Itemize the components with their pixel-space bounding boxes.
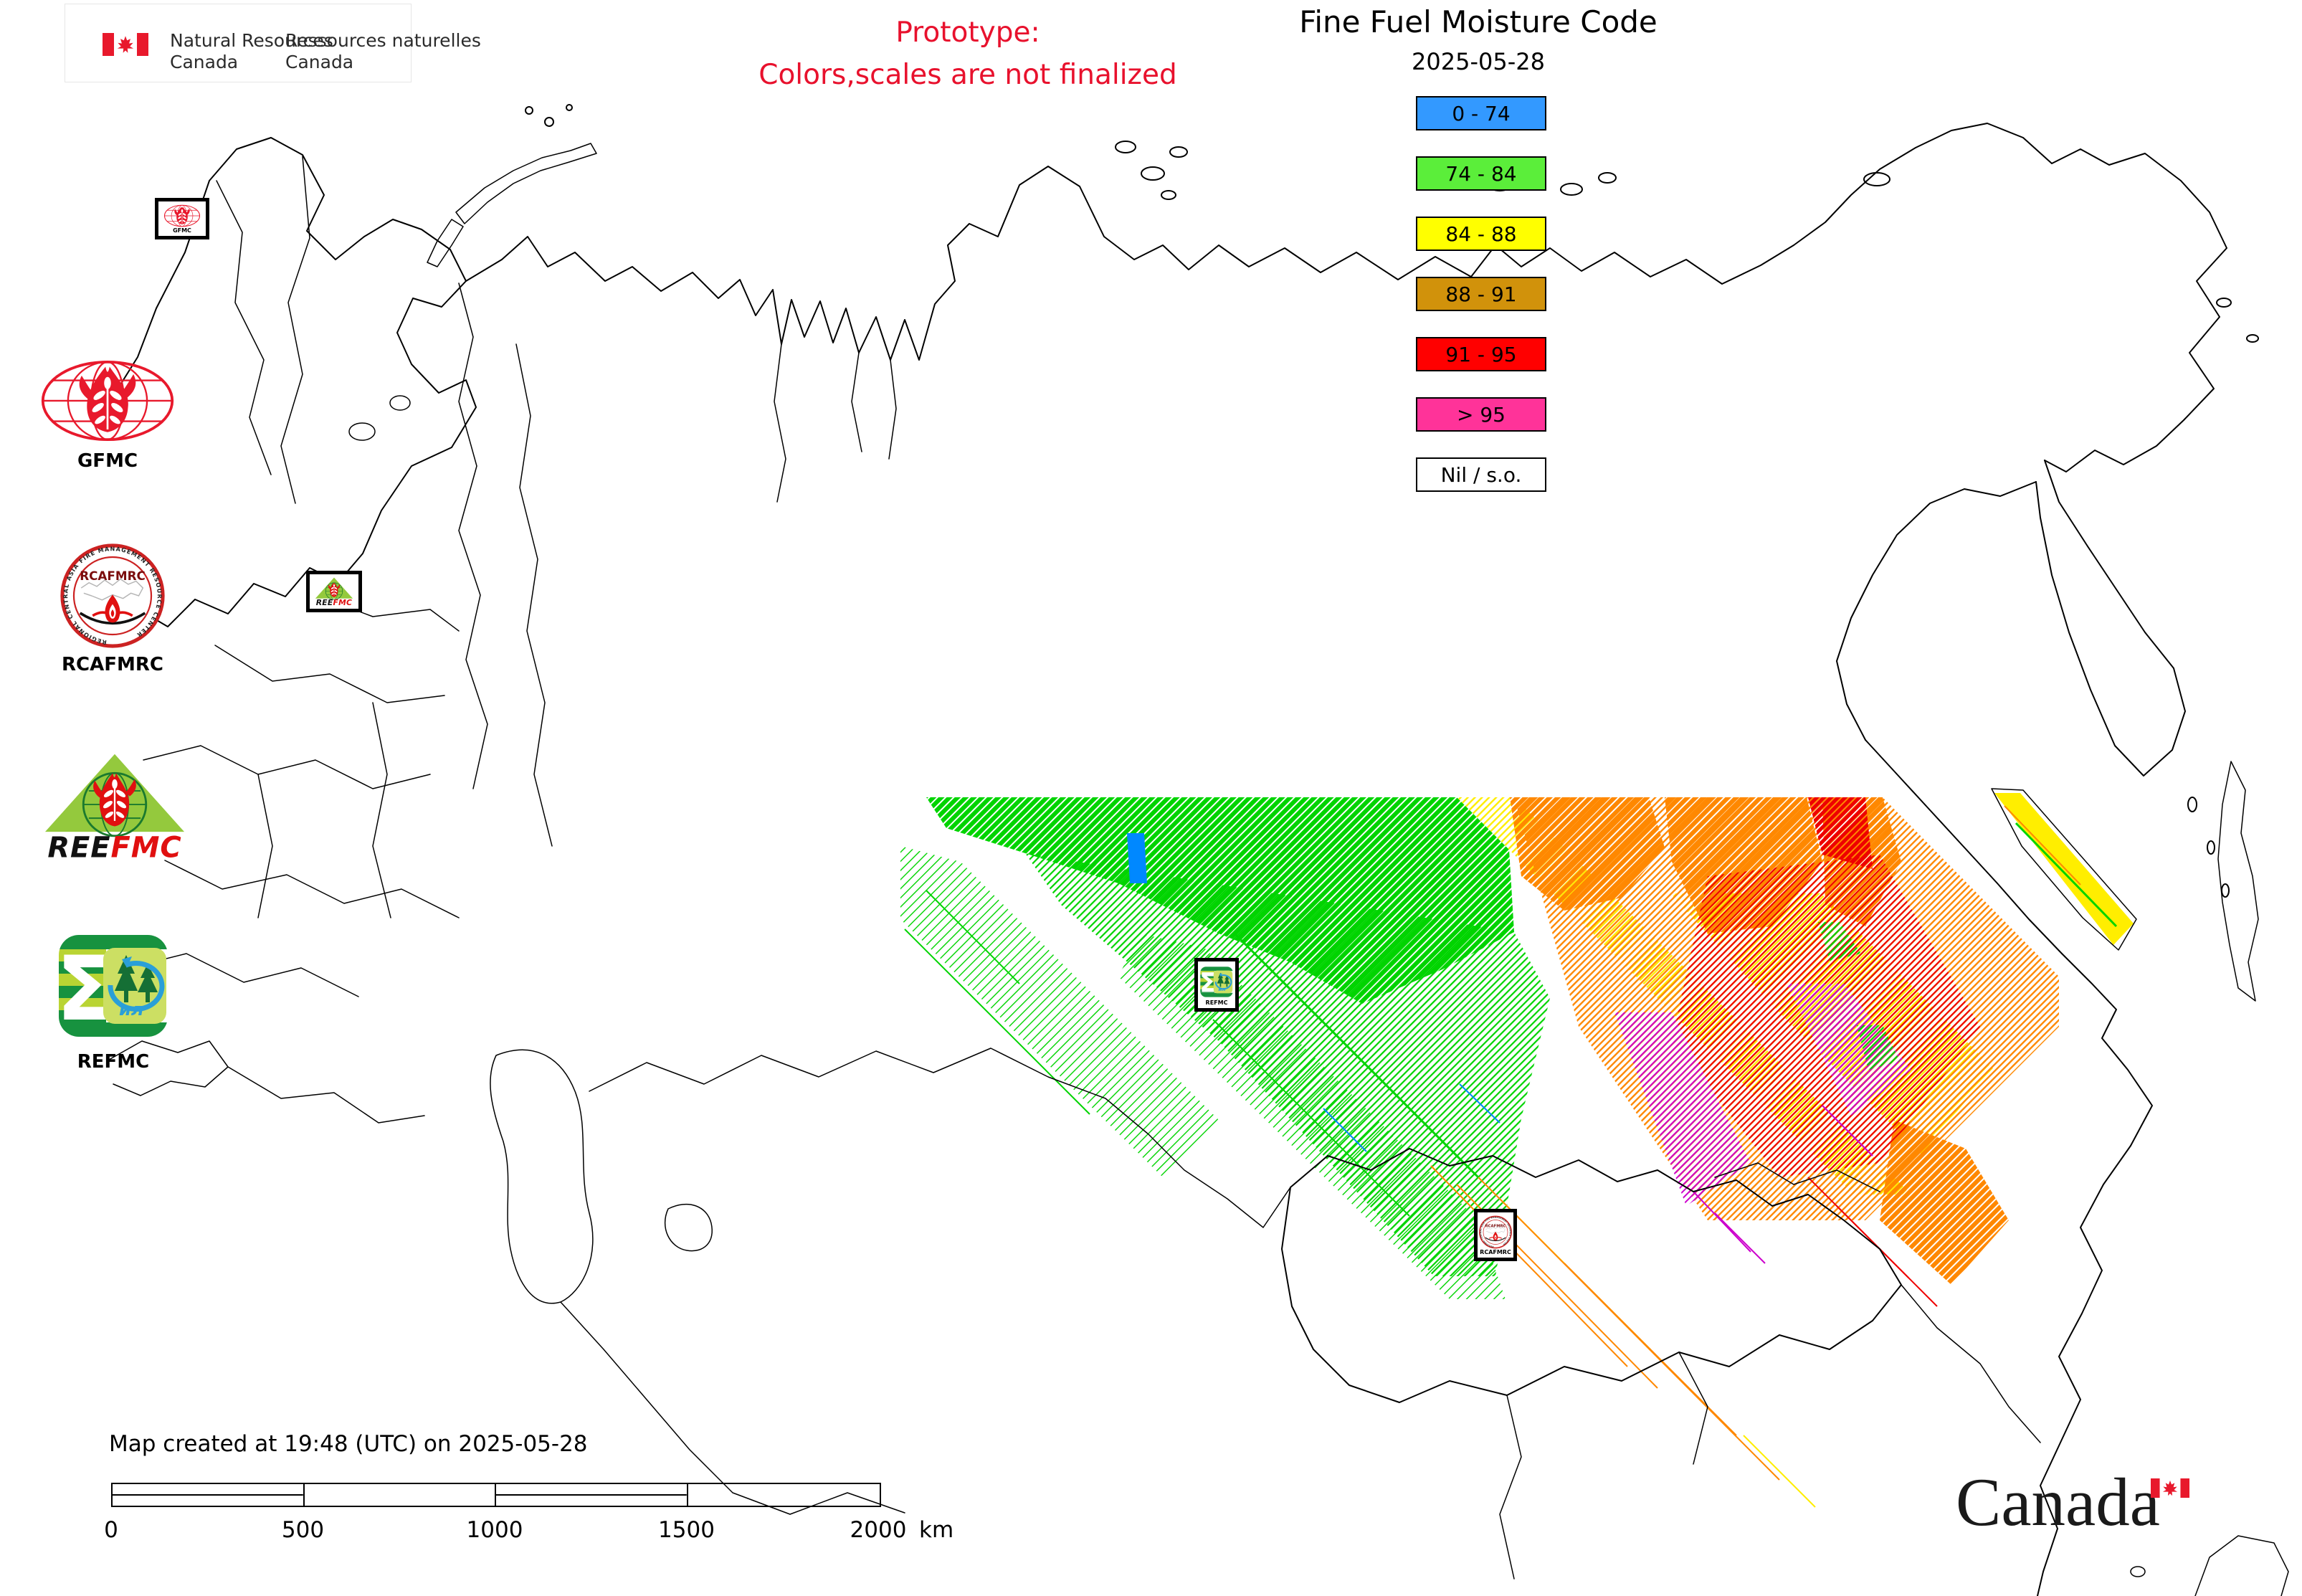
legend-item-label: 74 - 84 — [1445, 161, 1517, 186]
rcafmrc-mini-logo — [1479, 1215, 1512, 1249]
overlay-zone-green-speck-1 — [1818, 922, 1861, 961]
refmc-logo — [56, 932, 171, 1040]
title-block: Fine Fuel Moisture Code 2025-05-28 — [1299, 4, 1657, 75]
gfmc-mini-logo — [160, 204, 204, 227]
overlay-zone-orange-patch-low — [1880, 1120, 2009, 1285]
rcafmrc-caption: RCAFMRC — [62, 654, 163, 675]
refmc-caption: REFMC — [77, 1051, 150, 1073]
legend-item-label: 88 - 91 — [1445, 282, 1517, 306]
overlay-streak — [926, 890, 1020, 984]
refmc-mini-logo — [1199, 964, 1234, 999]
scalebar-tick: 1000 — [466, 1517, 523, 1543]
overlay-zone-blue-speck — [1127, 833, 1147, 883]
overlay-streak — [1323, 1108, 1367, 1152]
legend-item-label: 84 - 88 — [1445, 222, 1517, 246]
gfmc-logo — [39, 358, 176, 443]
marker-caption: RCAFMRC — [1480, 1248, 1511, 1255]
overlay-zone-green-speck-2 — [1857, 1025, 1900, 1070]
overlay-zone-green-sparse-left — [900, 846, 1219, 1177]
overlay-zone-red-blob-top — [1808, 797, 1873, 869]
scalebar-tick: 2000 — [850, 1517, 907, 1543]
legend-item: 91 - 95 — [1416, 337, 1546, 371]
overlay-streak — [1743, 1435, 1816, 1508]
page-title: Fine Fuel Moisture Code — [1299, 4, 1657, 39]
scalebar-tick: 0 — [104, 1517, 118, 1543]
overlay-zone-green-sparse-mid — [1118, 934, 1506, 1299]
nrcan-text-fr: Ressources naturelles Canada — [285, 30, 481, 72]
scale-segment — [688, 1484, 880, 1506]
canada-wordmark: Canada — [1956, 1464, 2160, 1540]
overlay-zone-magenta-b — [1787, 984, 1911, 1116]
marker-reefmc — [306, 571, 362, 612]
scalebar-tick: 1500 — [658, 1517, 715, 1543]
prototype-warning: Prototype: Colors,scales are not finaliz… — [758, 16, 1177, 91]
map-created-text: Map created at 19:48 (UTC) on 2025-05-28 — [109, 1431, 588, 1457]
scalebar-unit: km — [919, 1517, 954, 1543]
overlay-streak — [904, 928, 1090, 1115]
overlay-streak — [1822, 1105, 1873, 1156]
legend-item: Nil / s.o. — [1416, 457, 1546, 492]
marker-gfmc: GFMC — [155, 198, 209, 239]
overlay-streak — [1714, 1212, 1766, 1264]
reefmc-logo — [39, 750, 190, 862]
legend-item: 74 - 84 — [1416, 156, 1546, 191]
legend-item-label: > 95 — [1457, 402, 1506, 427]
overlay-streak — [1693, 1191, 1751, 1253]
scalebar-tick: 500 — [281, 1517, 325, 1543]
legend: 0 - 74 74 - 84 84 - 88 88 - 91 91 - 95 > 95 Ni… — [1416, 96, 1546, 518]
wordmark-flag-icon — [2151, 1478, 2189, 1498]
reefmc-mini-logo — [311, 576, 357, 607]
ffmc-data-overlay — [900, 793, 2134, 1508]
marker-rcafmrc: RCAFMRC — [1474, 1209, 1517, 1261]
overlay-streak — [1430, 1165, 1628, 1367]
marker-caption: REFMC — [1205, 999, 1228, 1006]
marker-refmc: REFMC — [1194, 958, 1239, 1012]
nrcan-text-en: Natural Resources Canada — [170, 30, 333, 72]
overlay-streak — [1212, 1019, 1410, 1217]
scale-bar — [111, 1483, 881, 1507]
overlay-streak — [1233, 932, 1480, 1179]
overlay-streak — [2015, 822, 2118, 928]
canada-flag-icon — [103, 33, 148, 56]
legend-item-label: Nil / s.o. — [1440, 462, 1522, 487]
legend-item: 84 - 88 — [1416, 217, 1546, 251]
legend-item: 0 - 74 — [1416, 96, 1546, 130]
gfmc-caption: GFMC — [77, 450, 138, 472]
rcafmrc-logo — [60, 543, 165, 648]
map-date: 2025-05-28 — [1412, 48, 1545, 75]
overlay-streak — [1459, 1083, 1500, 1124]
legend-item: 88 - 91 — [1416, 277, 1546, 311]
overlay-zone-magenta-a — [1614, 1012, 1751, 1206]
scalebar-labels: km 0 500 1000 1500 2000 — [104, 1517, 971, 1546]
scale-segment — [305, 1484, 496, 1506]
scale-segment — [496, 1484, 688, 1506]
legend-item-label: 91 - 95 — [1445, 342, 1517, 366]
legend-item: > 95 — [1416, 397, 1546, 432]
overlay-streak — [1836, 1205, 1909, 1278]
scale-segment — [113, 1484, 305, 1506]
legend-item-label: 0 - 74 — [1452, 101, 1511, 125]
coastlines — [108, 104, 2289, 1596]
overlay-streak — [2004, 805, 2081, 885]
marker-caption: GFMC — [173, 227, 191, 234]
overlay-streak — [1564, 1263, 1737, 1436]
